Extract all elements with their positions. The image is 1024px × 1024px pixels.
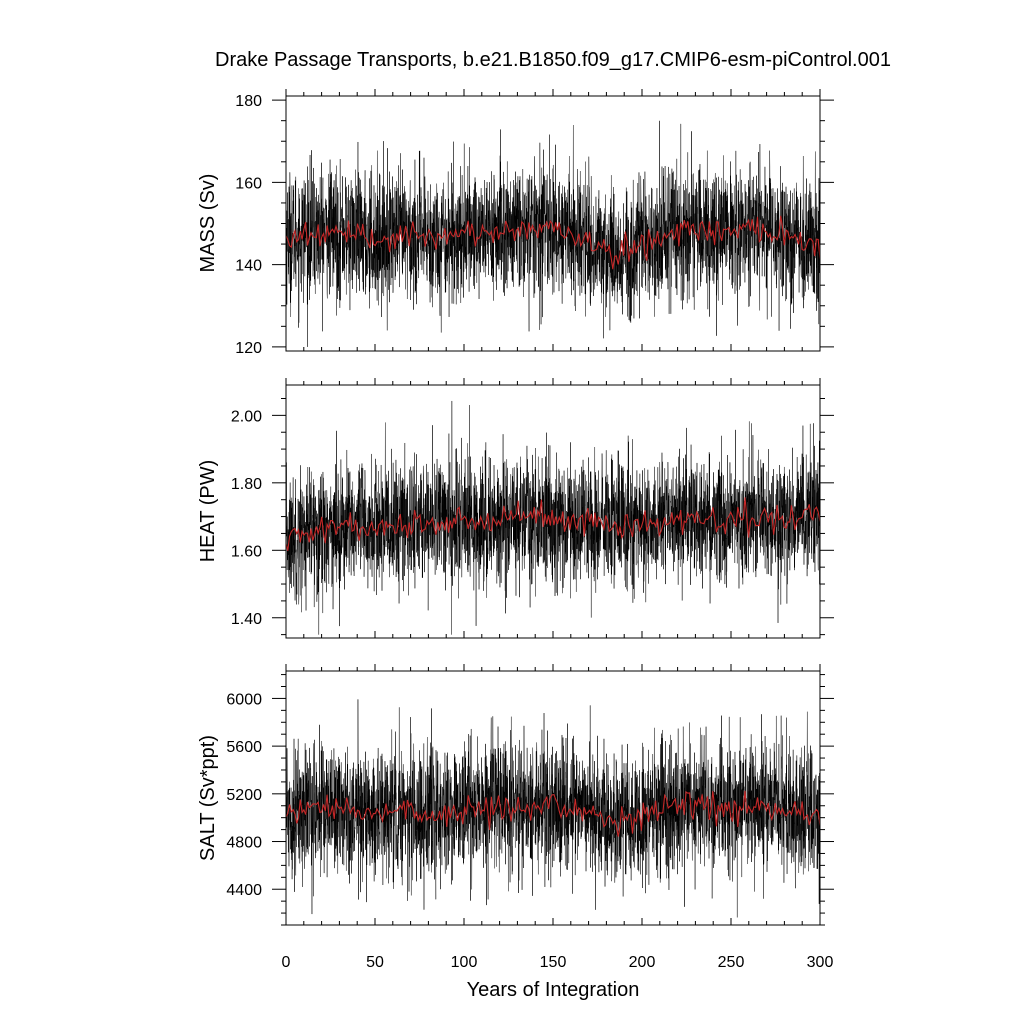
x-tick-label: 0	[282, 954, 291, 971]
salt-y-tick-label: 4800	[226, 835, 262, 852]
mass-y-tick-label: 140	[235, 258, 262, 275]
mass-y-axis-title: MASS (Sv)	[197, 174, 219, 273]
mass-monthly-series-line	[286, 120, 820, 347]
mass-y-tick-label: 120	[235, 340, 262, 357]
heat-y-tick-label: 1.40	[231, 611, 262, 628]
x-tick-label: 300	[807, 954, 834, 971]
x-tick-label: 100	[451, 954, 478, 971]
mass-y-tick-label: 180	[235, 93, 262, 110]
x-tick-label: 200	[629, 954, 656, 971]
salt-panel: 4400 4800 5200 5600 6000 SALT (Sv*ppt) 0 50 100 1…	[197, 664, 834, 971]
heat-y-axis-title: HEAT (PW)	[197, 460, 219, 563]
salt-y-tick-label: 5600	[226, 739, 262, 756]
x-tick-label: 50	[366, 954, 384, 971]
mass-y-tick-label: 160	[235, 175, 262, 192]
salt-annual-series-line	[286, 790, 820, 837]
mass-annual-series-line	[286, 215, 820, 270]
salt-y-axis-title: SALT (Sv*ppt)	[197, 735, 219, 861]
panels: 120 140 160 180 MASS (Sv) 1.40 1.60 1.80 2.00 HEA…	[197, 89, 834, 971]
x-tick-label: 150	[540, 954, 567, 971]
chart-title: Drake Passage Transports, b.e21.B1850.f0…	[215, 49, 891, 71]
salt-y-tick-label: 5200	[226, 787, 262, 804]
heat-y-tick-label: 2.00	[231, 408, 262, 425]
x-axis-title: Years of Integration	[467, 979, 640, 1001]
heat-y-tick-label: 1.80	[231, 476, 262, 493]
x-tick-label: 250	[718, 954, 745, 971]
heat-y-tick-label: 1.60	[231, 543, 262, 560]
salt-y-tick-label: 6000	[226, 691, 262, 708]
heat-annual-series-line	[286, 497, 820, 551]
salt-monthly-series-line	[286, 699, 820, 918]
heat-panel: 1.40 1.60 1.80 2.00 HEAT (PW)	[197, 378, 834, 639]
mass-panel: 120 140 160 180 MASS (Sv)	[197, 89, 834, 357]
salt-y-tick-label: 4400	[226, 882, 262, 899]
